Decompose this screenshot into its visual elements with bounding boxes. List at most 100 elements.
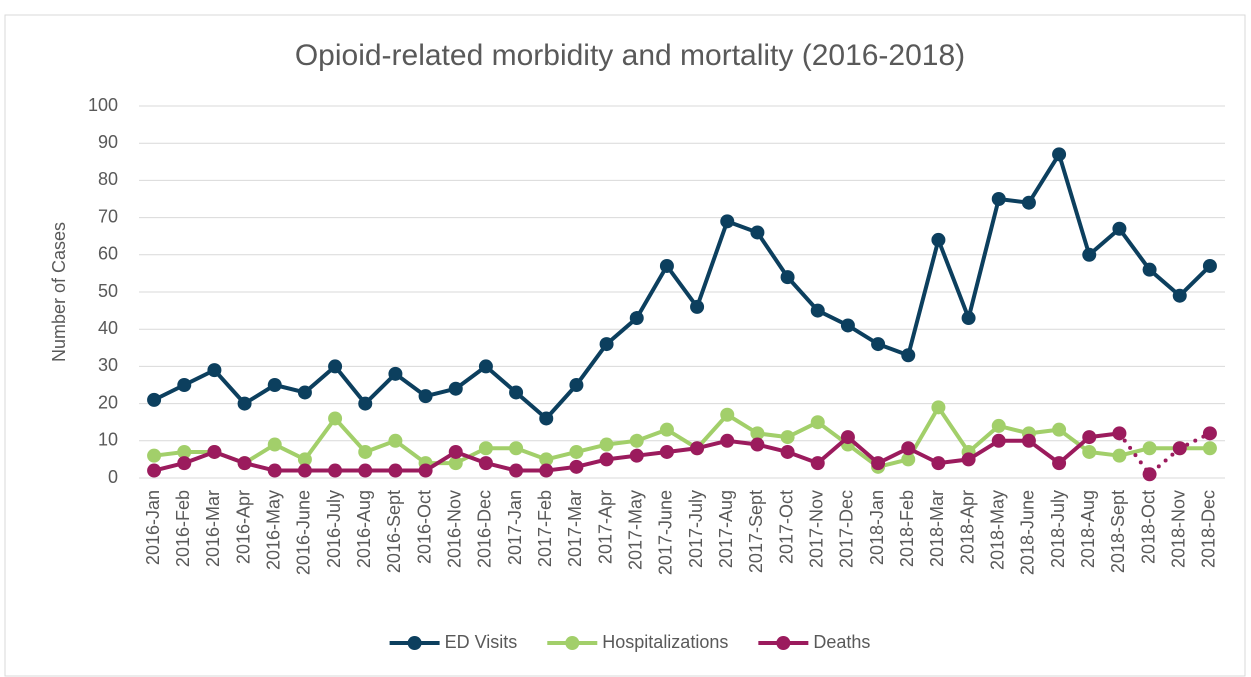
point: [177, 456, 192, 471]
point: [388, 463, 403, 478]
point: [418, 389, 433, 404]
x-tick-label: 2017-Sept: [746, 490, 766, 573]
point: [1082, 430, 1097, 445]
point: [780, 430, 795, 445]
point: [297, 452, 312, 467]
point: [388, 433, 403, 448]
x-tick-label: 2017-July: [686, 490, 706, 568]
x-tick-label: 2018-Dec: [1199, 490, 1219, 568]
y-tick-label: 100: [88, 95, 118, 115]
point: [448, 444, 463, 459]
x-tick-label: 2016-Oct: [414, 490, 434, 564]
x-tick-label: 2018-Jan: [867, 490, 887, 565]
point: [720, 407, 735, 422]
y-tick-label: 10: [98, 430, 118, 450]
point: [267, 437, 282, 452]
x-tick-label: 2018-Apr: [957, 490, 977, 564]
point: [659, 422, 674, 437]
point: [1082, 247, 1097, 262]
point: [147, 448, 162, 463]
point: [418, 463, 433, 478]
x-tick-label: 2016-July: [324, 490, 344, 568]
x-tick-label: 2016-June: [294, 490, 314, 575]
point: [207, 444, 222, 459]
point: [720, 214, 735, 229]
x-tick-label: 2016-Dec: [475, 490, 495, 568]
chart-title: Opioid-related morbidity and mortality (…: [295, 39, 965, 72]
point: [358, 444, 373, 459]
point: [207, 363, 222, 378]
point: [237, 396, 252, 411]
point: [991, 192, 1006, 206]
point: [328, 359, 343, 374]
x-tick-label: 2017-June: [656, 490, 676, 575]
point: [147, 463, 162, 478]
x-tick-label: 2016-Aug: [354, 490, 374, 568]
legend-label: ED Visits: [445, 632, 518, 652]
x-tick-label: 2017-Feb: [535, 490, 555, 567]
point: [448, 381, 463, 396]
point: [509, 385, 524, 400]
x-tick-label: 2016-Nov: [445, 490, 465, 568]
point: [1142, 262, 1157, 277]
point: [690, 299, 705, 314]
point: [569, 459, 584, 474]
point: [297, 463, 312, 478]
point: [1202, 258, 1217, 273]
x-tick-label: 2018-Feb: [897, 490, 917, 567]
point: [297, 385, 312, 400]
y-tick-label: 30: [98, 355, 118, 375]
point: [961, 311, 976, 326]
x-tick-label: 2018-Oct: [1138, 490, 1158, 564]
legend-marker: [407, 636, 422, 650]
legend-label: Deaths: [813, 632, 870, 652]
point: [328, 463, 343, 478]
point: [810, 456, 825, 471]
point: [509, 441, 524, 456]
point: [810, 415, 825, 430]
point: [780, 270, 795, 285]
point: [358, 396, 373, 411]
x-tick-label: 2018-Nov: [1169, 490, 1189, 568]
x-tick-label: 2016-Feb: [173, 490, 193, 567]
point: [629, 448, 644, 463]
point: [840, 430, 855, 445]
point: [871, 456, 886, 471]
point: [780, 444, 795, 459]
point: [1082, 444, 1097, 459]
point: [328, 411, 343, 426]
point: [358, 463, 373, 478]
y-tick-label: 70: [98, 206, 118, 226]
x-tick-label: 2018-Mar: [927, 490, 947, 567]
point: [478, 456, 493, 471]
x-tick-label: 2016-Jan: [143, 490, 163, 565]
point: [750, 225, 765, 240]
point: [147, 392, 162, 407]
point: [539, 411, 554, 426]
point: [931, 232, 946, 247]
x-tick-label: 2016-Apr: [233, 490, 253, 564]
point: [1112, 221, 1127, 236]
x-tick-label: 2018-July: [1048, 490, 1068, 568]
point: [720, 433, 735, 448]
point: [388, 366, 403, 381]
point: [1021, 195, 1036, 210]
point: [750, 437, 765, 452]
series-line: [1117, 431, 1212, 477]
point: [1021, 433, 1036, 448]
point: [177, 378, 192, 392]
y-tick-label: 0: [108, 467, 118, 487]
y-tick-label: 50: [98, 281, 118, 301]
legend-marker: [565, 636, 580, 650]
point: [629, 311, 644, 326]
point: [961, 452, 976, 467]
point: [1112, 448, 1127, 463]
x-tick-label: 2018-June: [1018, 490, 1038, 575]
point: [539, 452, 554, 467]
point: [448, 456, 463, 471]
point: [901, 441, 916, 456]
point: [478, 441, 493, 456]
legend-marker: [776, 636, 791, 650]
point: [1052, 456, 1067, 471]
